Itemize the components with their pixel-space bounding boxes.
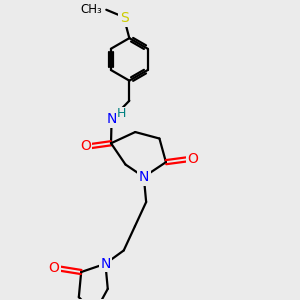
Text: O: O — [80, 139, 91, 153]
Text: H: H — [116, 107, 126, 120]
Text: N: N — [106, 112, 117, 126]
Text: N: N — [139, 170, 149, 184]
Text: O: O — [49, 262, 59, 275]
Text: CH₃: CH₃ — [81, 3, 102, 16]
Text: S: S — [120, 11, 128, 25]
Text: O: O — [188, 152, 199, 166]
Text: N: N — [100, 257, 111, 271]
